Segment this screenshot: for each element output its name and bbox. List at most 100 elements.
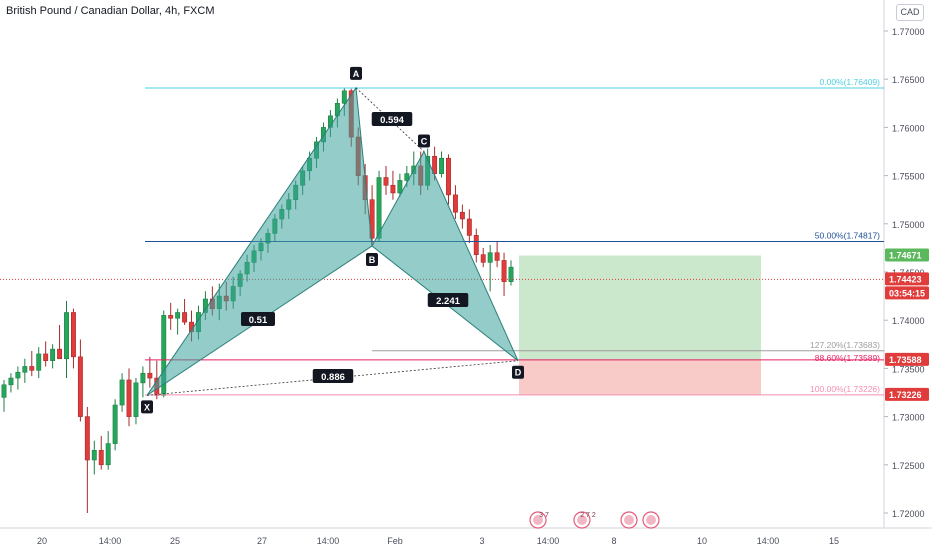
candle-body [98, 450, 104, 466]
candle-body [446, 157, 451, 196]
candle-body [501, 260, 507, 282]
candle-body [459, 211, 465, 220]
candle-body [161, 315, 167, 396]
candle-body [397, 180, 403, 194]
y-tick-label: 1.73000 [892, 413, 925, 423]
pattern-point-marker [141, 400, 153, 414]
candle-body [494, 252, 500, 261]
fib-level-label: 50.00%(1.74817) [815, 230, 880, 240]
currency-button[interactable]: CAD [896, 4, 924, 21]
pattern-point-marker [366, 252, 378, 266]
candle-body [140, 372, 146, 384]
y-tick-label: 1.72500 [892, 461, 925, 471]
y-tick-label: 1.76000 [892, 123, 925, 133]
price-badge-label: 03:54:15 [889, 288, 925, 298]
price-badge [885, 272, 929, 286]
x-tick-label: 3 [479, 536, 484, 546]
candle-body [133, 382, 139, 417]
x-tick-label: 15 [829, 536, 839, 546]
x-tick-label: 10 [697, 536, 707, 546]
x-tick-label: 14:00 [99, 536, 122, 546]
x-tick-label: 20 [37, 536, 47, 546]
candle-body [341, 90, 347, 104]
gb-events-flag [577, 515, 587, 525]
candle-body [508, 266, 514, 282]
x-tick-label: 25 [170, 536, 180, 546]
y-tick-label: 1.77000 [892, 27, 925, 37]
y-tick-label: 1.72000 [892, 509, 925, 519]
fib-level-label: 0.00%(1.76409) [820, 77, 881, 87]
us-events-flag [533, 515, 543, 525]
candle-body [1, 384, 7, 398]
x-tick-label: 8 [611, 536, 616, 546]
candle-body [36, 353, 42, 371]
candle-body [112, 404, 118, 444]
pattern-ratio-label: 2.241 [436, 296, 460, 307]
pattern-ratio-box [427, 293, 469, 307]
candle-body [50, 348, 56, 361]
candle-body [64, 312, 69, 360]
candle-body [383, 177, 389, 186]
candle-body [390, 184, 396, 194]
fib-level-label: 127.20%(1.73683) [810, 340, 880, 350]
candle-body [77, 356, 83, 417]
gb-events-count: 2 7 2 [580, 512, 596, 519]
pattern-point-marker [350, 66, 362, 80]
price-badge [885, 248, 929, 262]
x-tick-label: 14:00 [317, 536, 340, 546]
pattern-point-marker [418, 134, 430, 148]
pattern-point-marker [512, 365, 524, 379]
x-tick-label: 14:00 [537, 536, 560, 546]
y-tick-label: 1.75500 [892, 172, 925, 182]
us-events-count: 3 7 [539, 512, 549, 519]
candle-body [432, 156, 438, 174]
pattern-ratio-box [312, 369, 354, 383]
candle-body [473, 235, 479, 255]
pattern-ratio-box [371, 112, 413, 126]
ca-event-flag [624, 515, 634, 525]
price-badge [885, 387, 929, 401]
pattern-ac-line [355, 87, 425, 152]
fib-level-label: 100.00%(1.73226) [810, 384, 880, 394]
candle-body [126, 379, 132, 417]
candle-body [15, 371, 21, 379]
chart-title: British Pound / Canadian Dollar, 4h, FXC… [6, 5, 215, 17]
candle-body [29, 366, 35, 371]
pattern-point-label: B [369, 255, 376, 265]
candle-body [147, 372, 153, 379]
y-tick-label: 1.74000 [892, 316, 925, 326]
candle-body [182, 312, 188, 323]
pattern-ratio-label: 0.594 [380, 115, 404, 126]
loss-zone [519, 359, 761, 395]
fib-level-label: 88.60%(1.73589) [815, 353, 880, 363]
x-tick-label: 27 [257, 536, 267, 546]
candle-body [91, 450, 97, 461]
candle-body [84, 416, 90, 461]
candle-body [175, 312, 181, 319]
pattern-point-label: C [421, 137, 428, 147]
candle-body [466, 218, 472, 236]
candle-body [105, 443, 111, 466]
y-tick-label: 1.76500 [892, 75, 925, 85]
price-badge-label: 1.74423 [889, 274, 922, 284]
x-tick-label: 14:00 [757, 536, 780, 546]
candle-body [439, 157, 445, 174]
price-badge [885, 352, 929, 366]
candle-body [452, 194, 458, 213]
candle-body [70, 312, 76, 358]
pattern-ratio-label: 0.886 [321, 372, 345, 383]
x-tick-label: Feb [387, 536, 403, 546]
candle-body [22, 366, 28, 373]
candle-body [369, 199, 375, 239]
price-badge-label: 1.73588 [889, 355, 922, 365]
candle-body [480, 254, 486, 263]
pattern-point-label: X [144, 402, 150, 412]
candle-body [43, 353, 49, 361]
candle-body [57, 348, 63, 360]
profit-zone [519, 255, 761, 360]
y-tick-label: 1.75000 [892, 220, 925, 230]
gb-event-flag [646, 515, 656, 525]
pattern-point-label: D [515, 368, 522, 378]
